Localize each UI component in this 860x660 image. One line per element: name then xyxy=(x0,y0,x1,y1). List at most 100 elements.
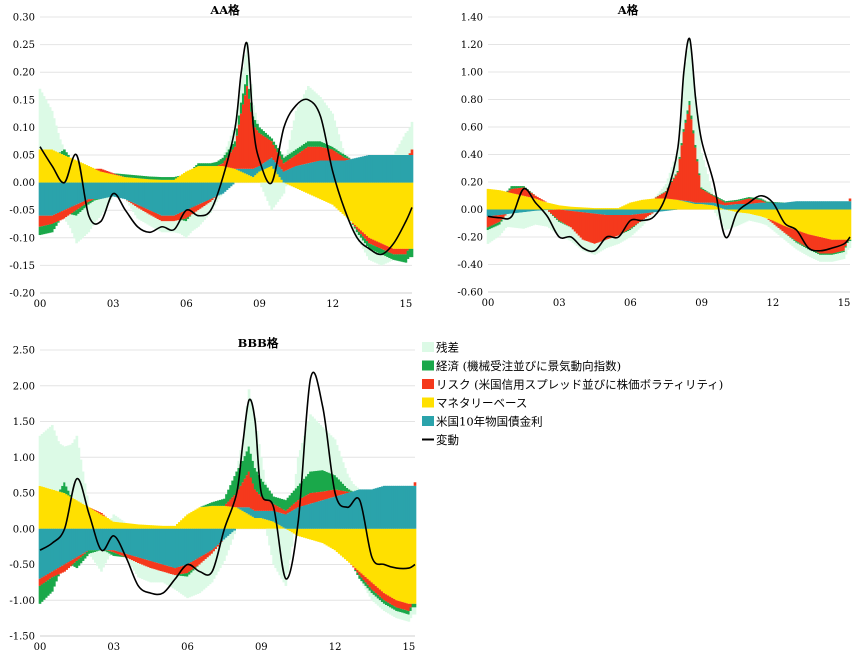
bar-residual xyxy=(225,537,228,556)
bar-economy xyxy=(81,206,85,211)
bar-risk xyxy=(382,593,386,601)
bar-risk xyxy=(380,243,383,249)
bar-risk xyxy=(763,201,767,203)
bar-ust xyxy=(231,528,234,533)
bar-economy xyxy=(196,565,200,567)
bar-money xyxy=(231,168,235,183)
bar-risk xyxy=(384,245,387,251)
bar-risk xyxy=(282,509,286,514)
bar-ust xyxy=(805,201,808,210)
bar-risk xyxy=(333,150,337,161)
bar-risk xyxy=(654,197,658,199)
bar-economy xyxy=(239,464,243,486)
bar-risk xyxy=(252,124,255,169)
bar-risk xyxy=(595,213,599,244)
bar-money xyxy=(141,524,144,529)
bar-money xyxy=(344,528,347,560)
bar-ust xyxy=(147,528,150,561)
bar-economy xyxy=(38,585,42,604)
bar-ust xyxy=(115,182,119,198)
bar-residual xyxy=(660,188,664,194)
bar-risk xyxy=(706,192,709,203)
bar-ust xyxy=(739,204,743,210)
bar-economy xyxy=(264,132,267,138)
bar-residual xyxy=(166,221,170,233)
bar-economy xyxy=(290,152,294,158)
bar-ust xyxy=(221,182,225,194)
bar-ust xyxy=(633,209,636,215)
bar-residual xyxy=(662,186,666,193)
bar-residual xyxy=(266,528,269,536)
bar-economy xyxy=(126,174,129,178)
bar-ust xyxy=(303,505,306,529)
bar-ust xyxy=(171,528,175,568)
bar-economy xyxy=(52,223,56,230)
bar-economy xyxy=(282,157,286,164)
bar-economy xyxy=(42,583,46,600)
bar-risk xyxy=(174,214,178,221)
legend-label-ust: 米国10年物国債金利 xyxy=(436,415,543,429)
bar-economy xyxy=(500,219,504,222)
bar-ust xyxy=(504,209,508,215)
y-tick-label: -0.20 xyxy=(9,289,35,300)
bar-risk xyxy=(241,482,245,508)
bar-economy xyxy=(405,610,409,614)
bar-economy xyxy=(272,141,276,145)
bar-economy xyxy=(366,584,370,589)
bar-economy xyxy=(292,490,296,504)
bar-risk xyxy=(257,494,261,511)
bar-risk xyxy=(700,188,703,203)
bar-economy xyxy=(48,578,52,594)
bar-ust xyxy=(210,528,214,551)
bar-money xyxy=(365,182,369,236)
bar-risk xyxy=(71,206,74,213)
bar-economy xyxy=(93,199,97,201)
bar-money xyxy=(374,182,377,241)
bar-economy xyxy=(363,238,367,244)
bar-money xyxy=(821,209,824,238)
bar-ust xyxy=(502,209,506,215)
bar-ust xyxy=(842,201,846,210)
bar-residual xyxy=(378,600,382,608)
bar-residual xyxy=(243,422,247,457)
bar-economy xyxy=(176,176,180,178)
bar-residual xyxy=(126,200,129,203)
y-tick-label: 1.20 xyxy=(461,40,483,51)
bar-ust xyxy=(488,209,492,217)
bar-risk xyxy=(670,182,674,200)
bar-risk xyxy=(290,505,294,511)
bar-risk xyxy=(751,198,755,204)
bar-risk xyxy=(248,98,251,169)
bar-economy xyxy=(106,550,109,553)
bar-risk xyxy=(641,213,644,221)
bar-residual xyxy=(341,148,345,154)
bar-residual xyxy=(317,95,320,142)
bar-risk xyxy=(101,169,105,173)
bar-economy xyxy=(331,146,335,150)
bar-risk xyxy=(363,234,367,239)
bar-risk xyxy=(733,201,737,205)
bar-residual xyxy=(621,233,624,242)
bar-residual xyxy=(573,231,577,245)
bar-ust xyxy=(44,528,48,576)
bar-ust xyxy=(101,182,105,199)
bar-residual xyxy=(702,160,705,189)
bar-risk xyxy=(130,201,133,204)
bar-risk xyxy=(540,199,543,201)
bar-money xyxy=(292,528,296,534)
bar-risk xyxy=(178,566,181,575)
bar-economy xyxy=(323,470,327,492)
bar-residual xyxy=(654,196,658,198)
bar-ust xyxy=(38,182,42,216)
bar-money xyxy=(524,196,527,210)
bar-money xyxy=(264,168,267,183)
bar-risk xyxy=(398,248,402,255)
bar-ust xyxy=(208,528,212,552)
bar-risk xyxy=(589,213,593,243)
bar-money xyxy=(223,505,226,529)
bar-ust xyxy=(165,528,169,566)
bar-economy xyxy=(71,212,74,215)
bar-economy xyxy=(321,470,325,492)
bar-ust xyxy=(702,202,705,205)
bar-economy xyxy=(42,225,46,235)
